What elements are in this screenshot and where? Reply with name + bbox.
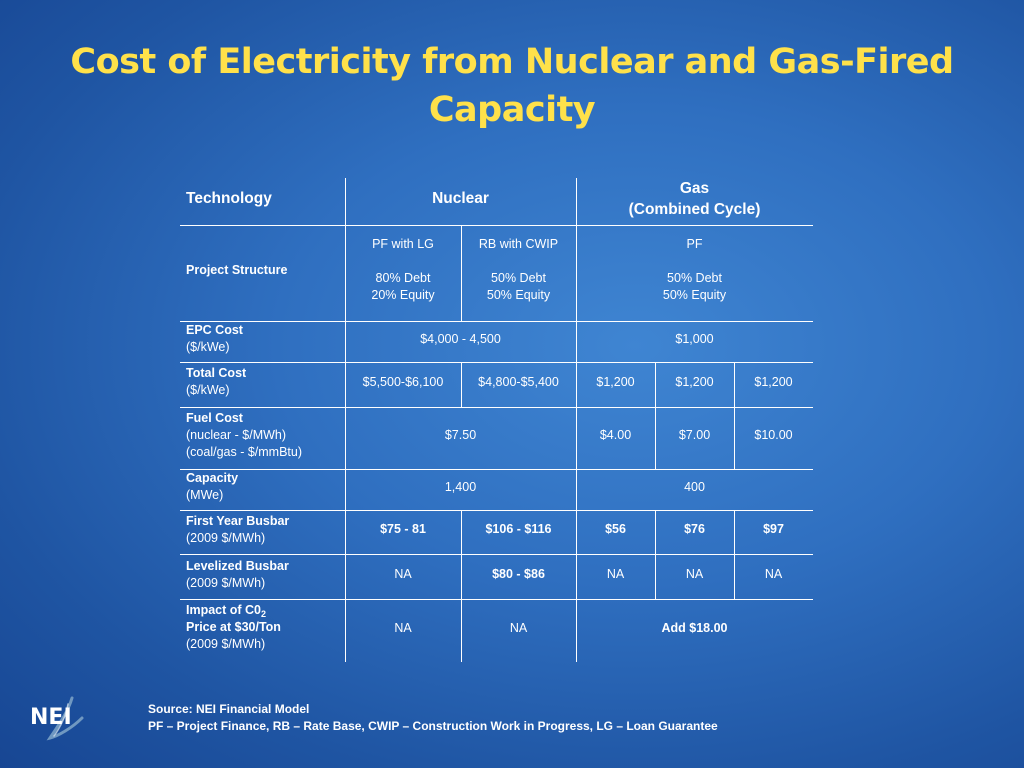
structure-debt: 80% Debt xyxy=(375,271,431,285)
row-label-text: Impact of C02 xyxy=(186,602,281,619)
cell-levelized-gas-2: NA xyxy=(685,567,704,581)
row-label-unit: (2009 $/MWh) xyxy=(186,576,266,590)
cell-busbar-gas-2: $76 xyxy=(684,522,705,536)
footer-notes: Source: NEI Financial Model PF – Project… xyxy=(148,701,718,735)
row-label-text: First Year Busbar xyxy=(186,514,290,528)
row-label-unit: (coal/gas - $/mmBtu) xyxy=(186,445,303,459)
row-divider xyxy=(180,407,813,408)
footer-source: Source: NEI Financial Model xyxy=(148,702,310,716)
row-label-text: Fuel Cost xyxy=(186,411,243,425)
column-divider xyxy=(461,362,462,407)
row-divider xyxy=(180,362,813,363)
cell-epc-nuclear: $4,000 - 4,500 xyxy=(420,332,501,346)
header-gas-line-1: Gas xyxy=(679,180,710,197)
row-label-epc-cost: EPC Cost ($/kWe) xyxy=(186,322,243,356)
row-divider xyxy=(180,469,813,470)
structure-debt: 50% Debt xyxy=(491,271,546,285)
cell-busbar-rb: $106 - $116 xyxy=(485,522,552,536)
cell-project-structure-gas: PF 50% Debt 50% Equity xyxy=(576,236,813,304)
cell-total-gas-3: $1,200 xyxy=(754,375,793,389)
cell-total-rb: $4,800-$5,400 xyxy=(478,375,559,389)
row-divider xyxy=(180,225,813,226)
co2-label-subscript: 2 xyxy=(261,609,267,619)
row-label-unit: (MWe) xyxy=(186,488,224,502)
slide-title: Cost of Electricity from Nuclear and Gas… xyxy=(40,38,984,134)
structure-type: PF xyxy=(686,237,703,251)
structure-equity: 50% Equity xyxy=(662,288,727,302)
structure-equity: 50% Equity xyxy=(486,288,551,302)
row-label-co2-impact: Impact of C02 Price at $30/Ton (2009 $/M… xyxy=(186,602,281,653)
cell-co2-gas: Add $18.00 xyxy=(661,621,728,635)
row-label-text: EPC Cost xyxy=(186,323,243,337)
cost-comparison-table: Technology Nuclear Gas (Combined Cycle) … xyxy=(180,178,813,662)
footer-abbreviations: PF – Project Finance, RB – Rate Base, CW… xyxy=(148,719,718,733)
column-divider xyxy=(734,362,735,469)
cell-fuel-gas-2: $7.00 xyxy=(678,428,711,442)
slide-title-line-2: Capacity xyxy=(428,90,596,130)
row-label-project-structure: Project Structure xyxy=(186,263,288,277)
cell-busbar-gas-3: $97 xyxy=(763,522,784,536)
cell-busbar-gas-1: $56 xyxy=(605,522,626,536)
row-label-unit: ($/kWe) xyxy=(186,340,230,354)
cell-levelized-rb: $80 - $86 xyxy=(492,567,545,581)
cell-total-gas-2: $1,200 xyxy=(675,375,714,389)
row-label-unit: ($/kWe) xyxy=(186,383,230,397)
cell-capacity-nuclear: 1,400 xyxy=(444,480,477,494)
cell-project-structure-rb: RB with CWIP 50% Debt 50% Equity xyxy=(461,236,576,304)
column-divider xyxy=(461,225,462,321)
column-divider xyxy=(345,178,346,662)
row-label-unit: (2009 $/MWh) xyxy=(186,531,266,545)
nei-logo-text: NEI xyxy=(30,705,72,730)
co2-label-prefix: Impact of C0 xyxy=(186,603,262,617)
row-divider xyxy=(180,510,813,511)
row-label-levelized-busbar: Levelized Busbar (2009 $/MWh) xyxy=(186,558,289,592)
slide-title-line-1: Cost of Electricity from Nuclear and Gas… xyxy=(70,42,954,82)
column-divider xyxy=(655,510,656,599)
row-label-capacity: Capacity (MWe) xyxy=(186,470,238,504)
cell-levelized-gas-3: NA xyxy=(764,567,783,581)
row-label-fuel-cost: Fuel Cost (nuclear - $/MWh) (coal/gas - … xyxy=(186,410,302,461)
cell-capacity-gas: 400 xyxy=(684,480,705,494)
row-label-unit: (2009 $/MWh) xyxy=(186,637,266,651)
row-label-total-cost: Total Cost ($/kWe) xyxy=(186,365,246,399)
row-label-text: Price at $30/Ton xyxy=(186,620,281,634)
cell-fuel-gas-3: $10.00 xyxy=(754,428,793,442)
cell-fuel-nuclear: $7.50 xyxy=(444,428,477,442)
nei-logo: NEI xyxy=(30,696,84,741)
cell-epc-gas: $1,000 xyxy=(675,332,714,346)
cell-levelized-pf-lg: NA xyxy=(394,567,412,581)
row-label-first-year-busbar: First Year Busbar (2009 $/MWh) xyxy=(186,513,289,547)
header-gas-line-2: (Combined Cycle) xyxy=(628,201,761,218)
cell-total-gas-1: $1,200 xyxy=(596,375,635,389)
structure-type: PF with LG xyxy=(372,237,434,251)
header-gas: Gas (Combined Cycle) xyxy=(576,178,813,220)
column-divider xyxy=(576,178,577,662)
row-label-text: Levelized Busbar xyxy=(186,559,289,573)
header-technology: Technology xyxy=(186,190,272,207)
structure-debt: 50% Debt xyxy=(667,271,722,285)
row-divider xyxy=(180,554,813,555)
row-label-text: Capacity xyxy=(186,471,239,485)
column-divider xyxy=(734,510,735,599)
cell-fuel-gas-1: $4.00 xyxy=(599,428,632,442)
row-divider xyxy=(180,321,813,322)
cell-co2-pf-lg: NA xyxy=(394,621,412,635)
cell-total-pf-lg: $5,500-$6,100 xyxy=(362,375,444,389)
structure-equity: 20% Equity xyxy=(371,288,435,302)
column-divider xyxy=(655,362,656,469)
column-divider xyxy=(461,510,462,662)
header-nuclear: Nuclear xyxy=(432,190,489,207)
cell-busbar-pf-lg: $75 - 81 xyxy=(380,522,426,536)
row-label-unit: (nuclear - $/MWh) xyxy=(186,428,287,442)
structure-type: RB with CWIP xyxy=(478,237,559,251)
cell-project-structure-pf-lg: PF with LG 80% Debt 20% Equity xyxy=(345,236,461,304)
row-divider xyxy=(180,599,813,600)
row-label-text: Total Cost xyxy=(186,366,247,380)
cell-levelized-gas-1: NA xyxy=(606,567,625,581)
cell-co2-rb: NA xyxy=(509,621,528,635)
